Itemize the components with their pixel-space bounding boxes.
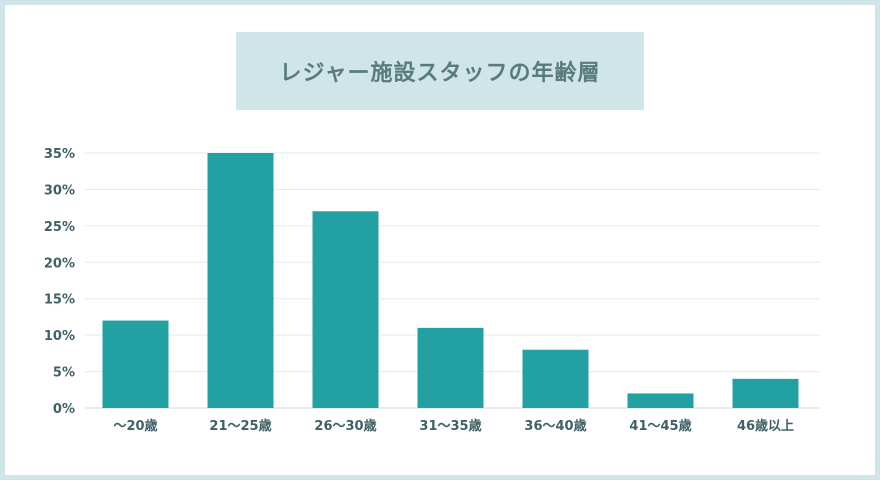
- y-tick-label: 0%: [53, 402, 75, 417]
- bar: [627, 393, 694, 408]
- x-tick-label: 26～30歳: [314, 418, 376, 434]
- bar: [207, 153, 274, 408]
- bar: [312, 211, 379, 408]
- bar: [102, 320, 169, 408]
- chart-title: レジャー施設スタッフの年齢層: [279, 61, 601, 86]
- x-tick-label: 36～40歳: [524, 418, 586, 434]
- chart-title-box: レジャー施設スタッフの年齢層: [236, 32, 644, 110]
- bars: [102, 153, 799, 408]
- x-tick-label: 46歳以上: [737, 418, 794, 434]
- bar: [417, 327, 484, 408]
- x-tick-label: ～20歳: [113, 418, 157, 434]
- bar: [522, 349, 589, 408]
- x-tick-label: 31～35歳: [419, 418, 481, 434]
- y-tick-label: 20%: [44, 256, 75, 271]
- y-tick-label: 10%: [44, 329, 75, 344]
- x-tick-label: 41～45歳: [629, 418, 691, 434]
- y-tick-label: 25%: [44, 220, 75, 235]
- y-axis-ticks: 0% 5% 10% 15% 20% 25% 30% 35%: [44, 147, 75, 417]
- x-tick-label: 21～25歳: [209, 418, 271, 434]
- y-tick-label: 5%: [53, 366, 75, 381]
- y-tick-label: 15%: [44, 293, 75, 308]
- y-tick-label: 35%: [44, 147, 75, 162]
- x-axis-ticks: ～20歳 21～25歳 26～30歳 31～35歳 36～40歳 41～45歳 46歳以上: [113, 418, 794, 434]
- y-tick-label: 30%: [44, 183, 75, 198]
- bar: [732, 378, 799, 408]
